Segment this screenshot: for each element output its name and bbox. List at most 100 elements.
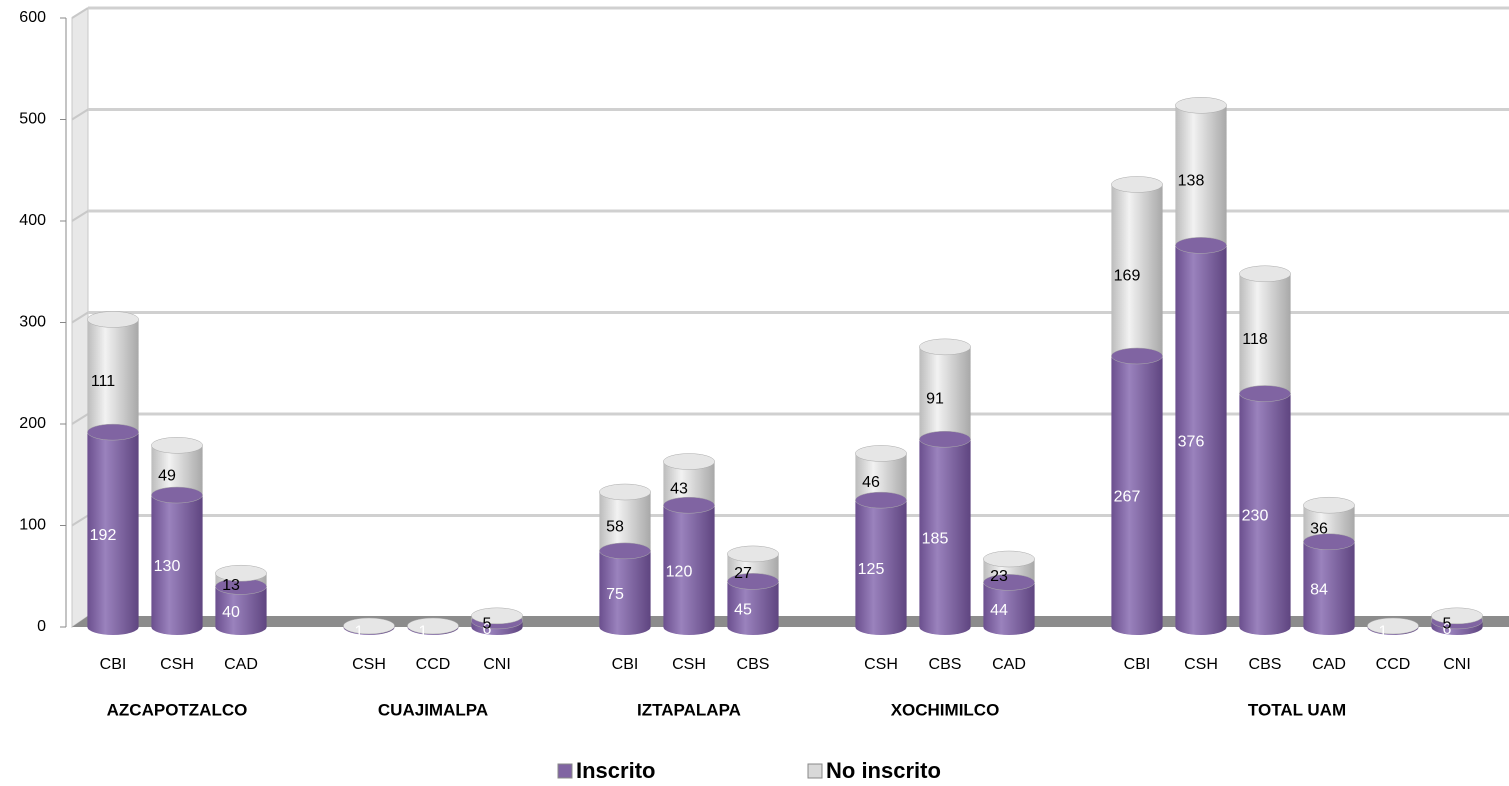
bar-segment xyxy=(87,432,139,627)
data-label: 40 xyxy=(222,604,240,621)
data-label: 130 xyxy=(154,558,181,575)
cylinder-top xyxy=(663,496,715,514)
group-label: IZTAPALAPA xyxy=(637,700,741,719)
data-label: 46 xyxy=(862,474,880,491)
cylinder-bottom xyxy=(1303,619,1355,635)
cylinder-top xyxy=(407,617,459,635)
bar-segment xyxy=(87,319,139,433)
legend-swatch xyxy=(557,763,573,779)
cylinder-top xyxy=(855,445,907,462)
x-tick-label: CBS xyxy=(737,656,770,673)
bar-segment xyxy=(599,550,651,627)
cylinder-top xyxy=(727,573,779,590)
legend-label: No inscrito xyxy=(826,758,941,783)
data-label: 1 xyxy=(355,624,364,641)
data-label: 49 xyxy=(158,467,176,484)
cylinder-bottom xyxy=(919,619,971,635)
data-label: 5 xyxy=(1443,616,1452,633)
data-label: 185 xyxy=(922,530,949,547)
data-label: 13 xyxy=(222,577,240,594)
bar-segment xyxy=(855,500,907,627)
data-label: 118 xyxy=(1242,331,1268,348)
data-label: 84 xyxy=(1310,582,1328,599)
y-tick-label: 100 xyxy=(19,517,46,534)
data-label: 75 xyxy=(606,586,624,603)
data-label: 5 xyxy=(483,616,492,633)
grid-line xyxy=(71,210,89,222)
x-tick-label: CSH xyxy=(160,656,194,673)
x-tick-label: CBI xyxy=(1124,656,1151,673)
x-tick-label: CNI xyxy=(483,656,511,673)
bar-segment xyxy=(151,495,203,627)
cylinder-bottom xyxy=(215,619,267,635)
cylinder-top xyxy=(1239,385,1291,402)
bar-segment xyxy=(1111,184,1163,356)
data-label: 376 xyxy=(1178,433,1205,450)
cylinder-bottom xyxy=(151,619,203,635)
data-label: 1 xyxy=(419,624,428,641)
cylinder-top xyxy=(919,338,971,356)
x-tick-label: CSH xyxy=(352,656,386,673)
cylinder-bottom xyxy=(855,619,907,635)
data-label: 58 xyxy=(606,519,624,536)
cylinder-top xyxy=(1175,97,1227,114)
y-tick-label: 200 xyxy=(19,415,46,432)
cylinder-top xyxy=(599,542,651,560)
x-tick-label: CBI xyxy=(612,656,639,673)
data-label: 6 xyxy=(483,621,492,638)
cylinder-top xyxy=(1175,237,1227,254)
bar-segment xyxy=(1111,355,1163,627)
x-tick-label: CNI xyxy=(1443,656,1471,673)
grid-line xyxy=(71,413,89,425)
cylinder-top xyxy=(1111,347,1163,365)
grid-line xyxy=(71,108,89,121)
group-label: TOTAL UAM xyxy=(1248,700,1346,719)
x-tick-label: CCD xyxy=(1376,656,1411,673)
data-label: 120 xyxy=(666,563,693,580)
data-label: 91 xyxy=(926,390,944,407)
x-tick-label: CBS xyxy=(929,656,962,673)
data-label: 138 xyxy=(1178,173,1205,190)
cylinder-top xyxy=(727,545,779,563)
cylinder-top xyxy=(599,483,651,501)
data-label: 125 xyxy=(858,561,885,578)
x-tick-label: CBI xyxy=(100,656,127,673)
cylinder-bottom xyxy=(1111,619,1163,635)
cylinder-bottom xyxy=(727,619,779,635)
x-tick-label: CCD xyxy=(416,656,451,673)
bar-segment xyxy=(919,439,971,627)
grid-line xyxy=(71,311,89,324)
x-tick-label: CSH xyxy=(672,656,706,673)
bar-segment xyxy=(1303,541,1355,627)
legend-swatch xyxy=(807,763,823,779)
bar-segment xyxy=(151,445,203,496)
x-tick-label: CSH xyxy=(1184,656,1218,673)
data-label: 192 xyxy=(90,527,117,544)
x-tick-label: CSH xyxy=(864,656,898,673)
y-tick-label: 0 xyxy=(37,618,46,635)
x-tick-label: CAD xyxy=(224,656,258,673)
cylinder-top xyxy=(151,486,203,504)
bar-segment xyxy=(1175,105,1227,246)
cylinder-top xyxy=(87,423,139,441)
x-tick-label: CAD xyxy=(1312,656,1346,673)
bar-segment xyxy=(919,346,971,440)
cylinder-top xyxy=(1367,617,1419,635)
cylinder-top xyxy=(1303,533,1355,550)
group-label: AZCAPOTZALCO xyxy=(107,700,248,719)
data-label: 169 xyxy=(1114,267,1141,284)
group-label: CUAJIMALPA xyxy=(378,700,488,719)
cylinder-top xyxy=(343,617,395,635)
cylinder-top xyxy=(983,550,1035,568)
data-label: 27 xyxy=(734,565,752,582)
floor xyxy=(72,616,1509,627)
data-label: 45 xyxy=(734,601,752,618)
cylinder-top xyxy=(1303,496,1355,514)
y-tick-label: 300 xyxy=(19,314,46,331)
cylinder-bottom xyxy=(599,619,651,635)
cylinder-top xyxy=(215,564,267,582)
data-label: 230 xyxy=(1242,507,1269,524)
x-tick-label: CAD xyxy=(992,656,1026,673)
data-label: 44 xyxy=(990,602,1008,619)
